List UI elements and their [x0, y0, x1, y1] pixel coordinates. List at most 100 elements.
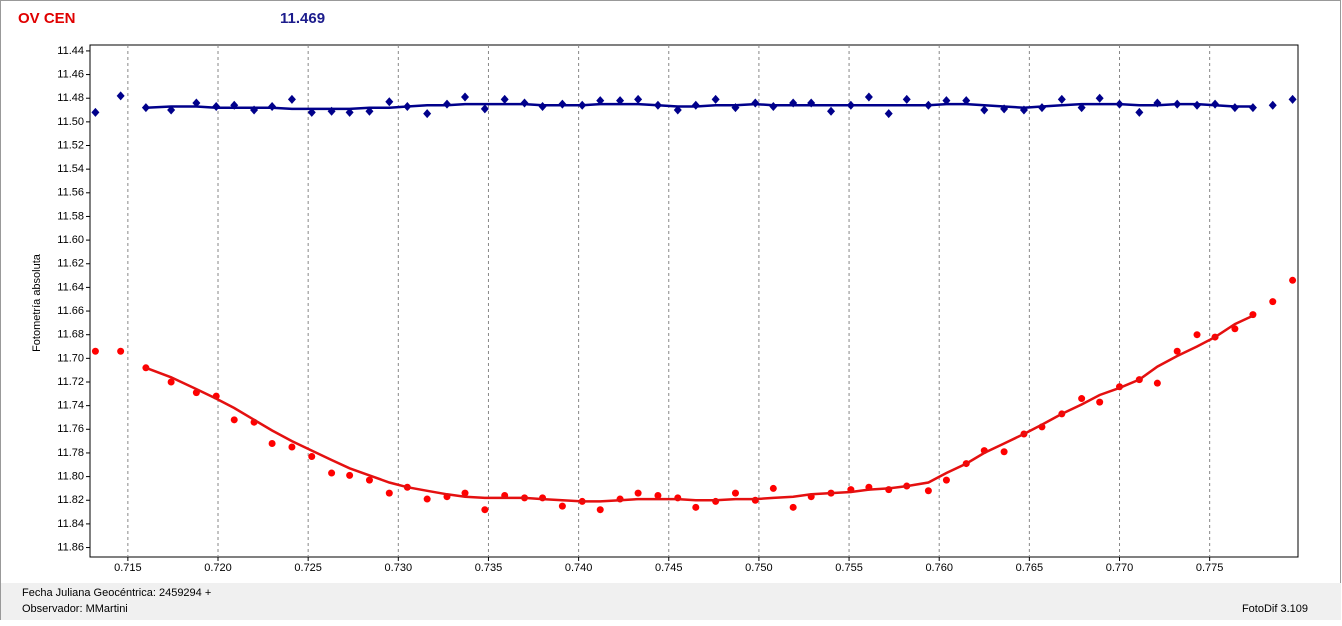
- point: [884, 109, 893, 119]
- chart-title: OV CEN: [18, 10, 76, 27]
- y-axis-label: Fotometría absoluta: [31, 253, 43, 352]
- point: [1289, 276, 1297, 284]
- point: [1095, 93, 1104, 103]
- point: [288, 443, 296, 451]
- point: [692, 503, 700, 511]
- point: [346, 471, 354, 479]
- point: [769, 484, 777, 492]
- point: [827, 106, 836, 116]
- fit-line: [145, 102, 1253, 111]
- y-tick-label: 11.86: [57, 541, 84, 553]
- y-tick-label: 11.46: [57, 68, 84, 80]
- point: [731, 489, 739, 497]
- x-tick-label: 0.760: [925, 562, 953, 574]
- y-tick-label: 11.60: [57, 234, 84, 246]
- point: [942, 476, 950, 484]
- point: [230, 416, 238, 424]
- point: [711, 94, 720, 104]
- point: [1269, 298, 1277, 306]
- point: [1288, 94, 1297, 104]
- x-tick-label: 0.750: [745, 562, 773, 574]
- y-tick-label: 11.52: [57, 139, 84, 151]
- point: [962, 96, 971, 106]
- point: [385, 489, 393, 497]
- point: [864, 92, 873, 102]
- y-tick-label: 11.64: [57, 281, 84, 293]
- y-tick-label: 11.44: [57, 45, 84, 57]
- y-tick-label: 11.68: [57, 329, 84, 341]
- point: [1057, 94, 1066, 104]
- point: [167, 378, 175, 386]
- x-tick-label: 0.755: [835, 562, 863, 574]
- x-tick-label: 0.765: [1016, 562, 1044, 574]
- point: [634, 94, 643, 104]
- point: [461, 92, 470, 102]
- x-tick-label: 0.720: [204, 562, 232, 574]
- point: [616, 96, 625, 106]
- x-tick-label: 0.735: [475, 562, 503, 574]
- point: [1231, 325, 1239, 333]
- y-tick-label: 11.74: [57, 400, 84, 412]
- point: [116, 91, 125, 101]
- footer-bg: [1, 583, 1341, 620]
- point: [558, 502, 566, 510]
- x-tick-label: 0.775: [1196, 562, 1224, 574]
- point: [596, 506, 604, 514]
- y-tick-label: 11.70: [57, 352, 84, 364]
- point: [980, 105, 989, 115]
- point: [481, 506, 489, 514]
- point: [385, 97, 394, 107]
- point: [1193, 331, 1201, 339]
- point: [942, 96, 951, 106]
- y-tick-label: 11.50: [57, 116, 84, 128]
- point: [1135, 107, 1144, 117]
- point: [480, 104, 489, 114]
- footer-observer: Observador: MMartini: [22, 603, 128, 615]
- x-tick-label: 0.740: [565, 562, 593, 574]
- point: [673, 105, 682, 115]
- point: [91, 347, 99, 355]
- point: [268, 439, 276, 447]
- x-tick-label: 0.745: [655, 562, 683, 574]
- point: [423, 109, 432, 119]
- point: [596, 96, 605, 106]
- x-tick-label: 0.725: [294, 562, 322, 574]
- point: [1153, 379, 1161, 387]
- point: [789, 503, 797, 511]
- y-tick-label: 11.80: [57, 470, 84, 482]
- y-tick-label: 11.58: [57, 210, 84, 222]
- y-tick-label: 11.48: [57, 92, 84, 104]
- point: [654, 492, 662, 500]
- point: [500, 94, 509, 104]
- point: [902, 94, 911, 104]
- footer-date: Fecha Juliana Geocéntrica: 2459294 +: [22, 587, 211, 599]
- point: [924, 487, 932, 495]
- y-tick-label: 11.72: [57, 376, 84, 388]
- y-tick-label: 11.76: [57, 423, 84, 435]
- y-tick-label: 11.62: [57, 258, 84, 270]
- point: [1173, 347, 1181, 355]
- point: [308, 452, 316, 460]
- x-tick-label: 0.770: [1106, 562, 1134, 574]
- footer-software: FotoDif 3.109: [1242, 603, 1308, 615]
- x-tick-label: 0.715: [114, 562, 142, 574]
- point: [141, 103, 150, 113]
- fit-line: [145, 314, 1254, 503]
- y-tick-label: 11.66: [57, 305, 84, 317]
- point: [1000, 448, 1008, 456]
- point: [634, 489, 642, 497]
- y-tick-label: 11.78: [57, 447, 84, 459]
- point: [423, 495, 431, 503]
- point: [1096, 398, 1104, 406]
- plot-area: [89, 44, 1299, 558]
- point: [117, 347, 125, 355]
- y-tick-label: 11.84: [57, 518, 84, 530]
- point: [192, 98, 201, 108]
- point: [91, 107, 100, 117]
- point: [1268, 100, 1277, 110]
- point: [461, 489, 469, 497]
- chart-subtitle: 11.469: [280, 10, 325, 27]
- point: [365, 476, 373, 484]
- x-tick-label: 0.730: [385, 562, 413, 574]
